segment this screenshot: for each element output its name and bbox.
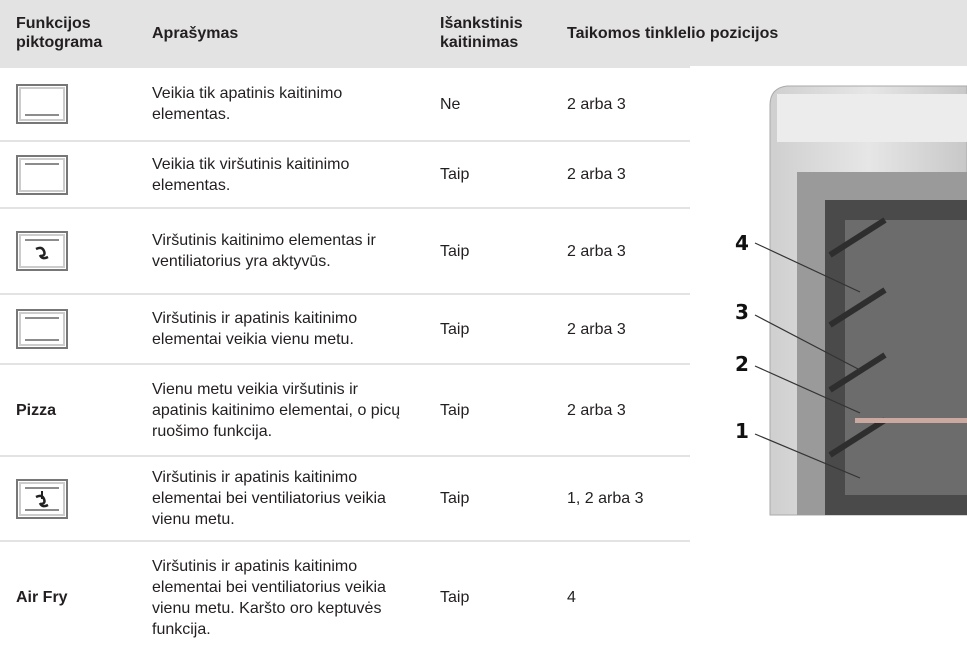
function-icon (16, 84, 68, 124)
header-cell: Taikomos tinklelio pozicijos (567, 24, 779, 42)
oven-top (777, 94, 967, 142)
function-icon (16, 309, 68, 349)
positions: 4 (567, 589, 576, 606)
table-header: Funkcijos piktograma Aprašymas Išankstinis… (0, 0, 967, 66)
description: Viršutinis ir apatinis kaitinimo element… (152, 557, 386, 638)
table-row: Viršutinis ir apatinis kaitinimo element… (0, 293, 690, 363)
preheat: Taip (440, 401, 470, 419)
header-cell: Aprašymas (152, 24, 239, 42)
positions: 2 arba 3 (567, 401, 626, 419)
rack (855, 418, 967, 423)
description: Viršutinis ir apatinis kaitinimo element… (152, 310, 358, 348)
positions: 2 arba 3 (567, 320, 626, 338)
function-icon (16, 154, 68, 195)
preheat: Taip (440, 242, 470, 260)
positions: 2 arba 3 (567, 242, 626, 260)
table-row: Viršutinis kaitinimo elementas ir ventil… (0, 207, 690, 293)
function-cell (16, 457, 140, 540)
table-row: Veikia tik apatinis kaitinimo elementas.… (0, 66, 690, 140)
header-cell: Funkcijos piktograma (16, 15, 103, 51)
table-row: Veikia tik viršutinis kaitinimo elementa… (0, 140, 690, 207)
oven-figure: 4 3 2 1 (735, 85, 967, 516)
header-cell: Išankstinis kaitinimas (440, 15, 523, 51)
positions: 2 arba 3 (567, 166, 626, 183)
function-name: Air Fry (16, 589, 68, 606)
positions: 1, 2 arba 3 (567, 490, 644, 507)
description: Veikia tik viršutinis kaitinimo elementa… (152, 155, 350, 194)
position-label: 3 (735, 300, 749, 324)
table-row: Pizza Vienu metu veikia viršutinis ir apa… (0, 363, 690, 455)
description: Viršutinis ir apatinis kaitinimo element… (152, 469, 386, 528)
position-label: 1 (735, 419, 749, 443)
position-label: 2 (735, 352, 749, 376)
function-cell: Pizza (16, 365, 140, 455)
function-cell (16, 295, 140, 363)
position-label: 4 (735, 231, 749, 255)
function-icon (16, 231, 68, 271)
positions: 2 arba 3 (567, 95, 626, 113)
function-cell (16, 68, 140, 140)
preheat: Taip (440, 320, 470, 338)
description: Viršutinis kaitinimo elementas ir ventil… (152, 232, 376, 270)
function-cell: Air Fry (16, 542, 140, 653)
preheat: Taip (440, 490, 470, 507)
rack-runners (828, 217, 887, 458)
preheat: Taip (440, 589, 470, 606)
leader-lines (754, 242, 861, 479)
function-cell (16, 142, 140, 207)
function-icon (16, 478, 68, 519)
table-row: Viršutinis ir apatinis kaitinimo element… (0, 455, 690, 540)
oven-back (845, 220, 967, 495)
function-name: Pizza (16, 401, 57, 419)
function-cell (16, 209, 140, 293)
description: Vienu metu veikia viršutinis ir apatinis… (152, 380, 401, 440)
preheat: Taip (440, 166, 470, 183)
preheat: Ne (440, 95, 461, 113)
table-row: Air Fry Viršutinis ir apatinis kaitinimo … (0, 540, 690, 653)
description: Veikia tik apatinis kaitinimo elementas. (152, 85, 343, 123)
